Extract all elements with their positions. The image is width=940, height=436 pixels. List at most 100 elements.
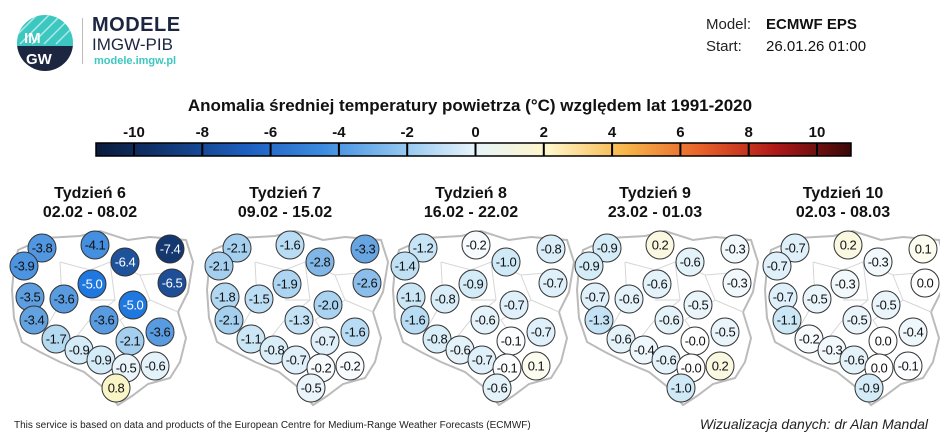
station-anomaly: -0.9 [574,251,604,281]
station-marker [350,234,380,264]
poland-map-panel: -0.9 0.2 -0.3-0.9 -0.6-0.6 -0.3-0.7 -0.6 -0.5-… [574,229,760,407]
station-value: -5.0 [123,298,144,313]
station-anomaly: -0.6 [675,247,705,277]
station-value: -1.0 [671,381,692,396]
station-marker [140,351,170,381]
station-marker [830,269,860,299]
station-anomaly: -0.6 [651,345,681,375]
station-anomaly: -1.5 [244,284,274,314]
station-anomaly: -0.9 [592,233,622,263]
station-value: -5.0 [82,277,103,292]
logo-divider [82,18,83,64]
station-marker [400,305,430,335]
station-marker [305,247,335,277]
station-value: 0.1 [915,242,932,257]
station-marker [491,247,521,277]
station-value: -1.6 [280,238,301,253]
station-marker [458,269,488,299]
station-marker [19,305,49,335]
colorbar-tick-label: 10 [808,124,826,141]
panel-date-range: 02.02 - 08.02 [42,204,138,221]
station-marker [842,305,872,335]
station-value: -0.0 [681,361,702,376]
panel-week-title: Tydzień 8 [435,185,507,202]
station-anomaly: -0.8 [536,234,566,264]
station-value: -0.3 [822,343,843,358]
station-anomaly: -0.7 [310,326,340,356]
colorbar-tick-label: -8 [195,124,209,141]
station-marker [482,373,512,403]
station-value: -2.8 [310,255,331,270]
station-marker [80,230,110,260]
station-anomaly: -1.1 [236,324,266,354]
station-value: -0.5 [715,325,736,340]
station-value: -0.3 [727,276,748,291]
station-anomaly: -0.6 [839,345,869,375]
station-anomaly: -1.0 [491,247,521,277]
station-value: -1.6 [345,325,366,340]
panel-date-range: 16.02 - 22.02 [423,204,519,221]
station-anomaly: -0.6 [482,373,512,403]
station-anomaly: -2.1 [115,326,145,356]
station-value: -0.5 [807,292,828,307]
station-anomaly: -0.7 [780,233,810,263]
station-value: -0.6 [844,353,865,368]
colorbar-tick-label: -2 [400,124,414,141]
station-anomaly: -0.3 [722,268,752,298]
station-value: -3.3 [355,242,376,257]
station-anomaly: -0.6 [470,305,500,335]
brand-name: MODELE [92,14,181,36]
station-anomaly: -0.1 [893,351,923,381]
panel-date-range: 02.03 - 08.03 [795,204,891,221]
station-anomaly: -3.6 [89,305,119,335]
brand-url[interactable]: modele.imgw.pl [94,55,177,67]
colorbar [95,142,852,157]
station-anomaly: -0.0 [680,326,710,356]
colorbar-tick-label: 0 [471,124,480,141]
station-marker [214,305,244,335]
station-value: -0.7 [767,259,788,274]
station-value: -0.3 [868,255,889,270]
station-anomaly: -5.0 [77,269,107,299]
station-anomaly: -2.1 [214,305,244,335]
station-anomaly: -1.3 [284,305,314,335]
station-anomaly: -0.3 [720,234,750,264]
station-marker [101,373,131,403]
colorbar-tick-label: -6 [263,124,278,141]
station-marker [204,251,234,281]
station-value: -0.8 [435,292,456,307]
station-value: -1.9 [277,277,298,292]
station-value: -0.5 [688,298,709,313]
station-value: -1.3 [289,313,310,328]
station-value: -0.2 [340,359,361,374]
station-value: -1.1 [777,313,798,328]
station-value: 0.0 [917,276,934,291]
station-anomaly: -6.4 [110,247,140,277]
station-anomaly: -0.7 [467,345,497,375]
start-value: 26.01.26 01:00 [766,38,867,55]
station-marker [898,317,928,347]
station-anomaly: 0.0 [868,326,898,356]
station-marker [157,268,187,298]
station-anomaly: -0.6 [140,351,170,381]
station-anomaly: -0.7 [526,317,556,347]
station-marker [145,317,175,347]
station-anomaly: -0.5 [842,305,872,335]
station-value: -0.6 [647,277,668,292]
station-value: 0.2 [840,238,857,253]
station-marker [49,284,79,314]
station-marker [710,317,740,347]
station-value: -0.0 [685,334,706,349]
imgw-logo: IM GW [17,15,73,71]
station-anomaly: -0.7 [762,251,792,281]
station-value: -0.1 [501,334,522,349]
station-anomaly: -3.5 [15,282,45,312]
station-value: -0.6 [475,313,496,328]
start-label: Start: [706,38,742,55]
station-value: -0.6 [656,353,677,368]
station-anomaly: -7.4 [155,234,185,264]
station-marker [244,284,274,314]
panel-week-title: Tydzień 10 [802,185,884,202]
station-anomaly: -0.6 [642,269,672,299]
